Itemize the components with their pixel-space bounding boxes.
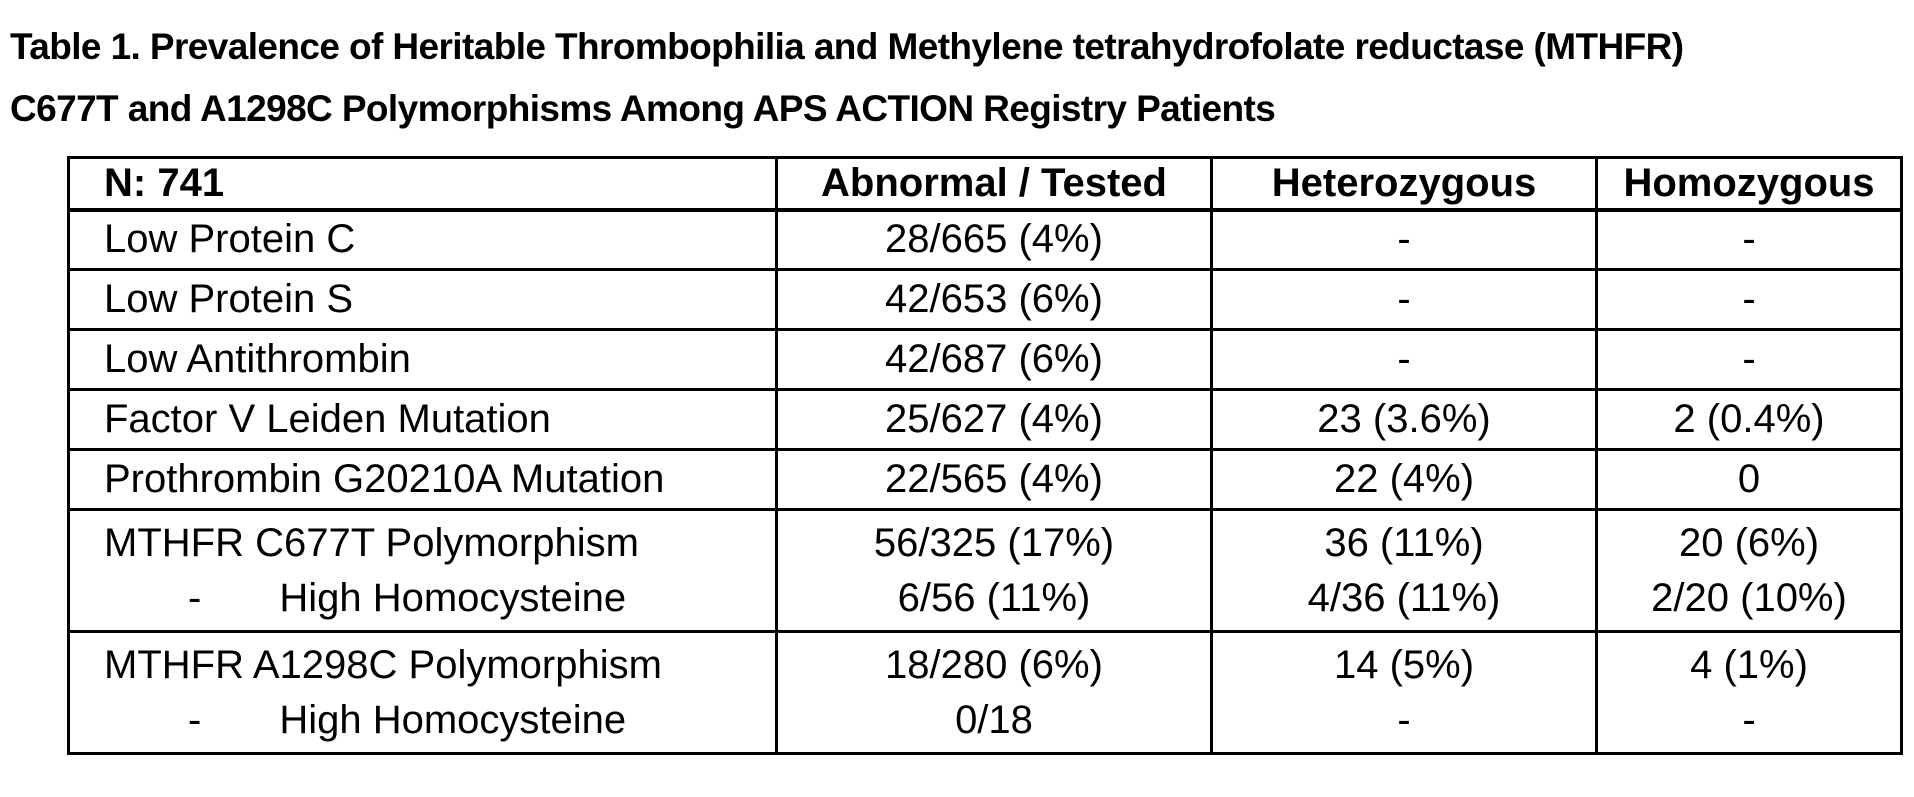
cell-heterozygous: 36 (11%) 4/36 (11%)	[1210, 508, 1598, 633]
cell-homozygous: 0	[1595, 448, 1903, 511]
table-caption-line2: C677T and A1298C Polymorphisms Among APS…	[10, 88, 1276, 129]
cell-condition: Low Protein S	[67, 268, 778, 331]
cell-heterozygous: 23 (3.6%)	[1210, 388, 1598, 451]
header-n-total: N: 741	[67, 156, 778, 212]
table-header-row: N: 741 Abnormal / Tested Heterozygous Ho…	[67, 156, 1903, 212]
header-abnormal-tested: Abnormal / Tested	[775, 156, 1213, 212]
subrow-label-text: High Homocysteine	[279, 575, 627, 620]
heterozygous-main-value: 14 (5%)	[1333, 643, 1475, 688]
cell-homozygous: 4 (1%) -	[1595, 630, 1903, 755]
cell-condition: Prothrombin G20210A Mutation	[67, 448, 778, 511]
condition-main-label: MTHFR A1298C Polymorphism	[104, 643, 662, 688]
header-homozygous: Homozygous	[1595, 156, 1903, 212]
homozygous-sub-value: -	[1742, 697, 1756, 742]
heterozygous-sub-value: 4/36 (11%)	[1307, 575, 1501, 620]
homozygous-main-value: 4 (1%)	[1690, 643, 1808, 688]
subrow-dash-bullet: -	[188, 697, 202, 742]
homozygous-sub-value: 2/20 (10%)	[1651, 575, 1847, 620]
table-caption-line1: Table 1. Prevalence of Heritable Thrombo…	[10, 26, 1684, 67]
table-row: Factor V Leiden Mutation 25/627 (4%) 23 …	[67, 388, 1903, 451]
cell-homozygous: -	[1595, 268, 1903, 331]
heterozygous-main-value: 36 (11%)	[1324, 521, 1484, 566]
abnormal-tested-sub-value: 0/18	[955, 697, 1033, 742]
cell-abnormal-tested: 22/565 (4%)	[775, 448, 1213, 511]
cell-heterozygous: 14 (5%) -	[1210, 630, 1598, 755]
abnormal-tested-main-value: 56/325 (17%)	[873, 521, 1115, 566]
table-row-with-subrow: MTHFR C677T Polymorphism - High Homocyste…	[67, 508, 1903, 633]
abnormal-tested-sub-value: 6/56 (11%)	[897, 575, 1091, 620]
cell-homozygous: -	[1595, 208, 1903, 271]
cell-abnormal-tested: 25/627 (4%)	[775, 388, 1213, 451]
cell-abnormal-tested: 56/325 (17%) 6/56 (11%)	[775, 508, 1213, 633]
subrow-label-text: High Homocysteine	[279, 697, 627, 742]
cell-condition: MTHFR C677T Polymorphism - High Homocyste…	[67, 508, 778, 633]
cell-homozygous: 20 (6%) 2/20 (10%)	[1595, 508, 1903, 633]
cell-homozygous: -	[1595, 328, 1903, 391]
table-row: Low Protein S 42/653 (6%) - -	[67, 268, 1903, 331]
cell-condition: Factor V Leiden Mutation	[67, 388, 778, 451]
condition-sub-label: - High Homocysteine	[72, 574, 774, 622]
header-heterozygous: Heterozygous	[1210, 156, 1598, 212]
table-row-with-subrow: MTHFR A1298C Polymorphism - High Homocyst…	[67, 630, 1903, 755]
cell-heterozygous: -	[1210, 328, 1598, 391]
cell-heterozygous: 22 (4%)	[1210, 448, 1598, 511]
table-row: Prothrombin G20210A Mutation 22/565 (4%)…	[67, 448, 1903, 511]
heterozygous-sub-value: -	[1397, 697, 1411, 742]
cell-abnormal-tested: 28/665 (4%)	[775, 208, 1213, 271]
table-caption: Table 1. Prevalence of Heritable Thrombo…	[10, 16, 1684, 140]
table-row: Low Protein C 28/665 (4%) - -	[67, 208, 1903, 271]
cell-condition: Low Protein C	[67, 208, 778, 271]
cell-abnormal-tested: 18/280 (6%) 0/18	[775, 630, 1213, 755]
abnormal-tested-main-value: 18/280 (6%)	[885, 643, 1103, 688]
cell-condition: MTHFR A1298C Polymorphism - High Homocyst…	[67, 630, 778, 755]
homozygous-main-value: 20 (6%)	[1678, 521, 1820, 566]
subrow-dash-bullet: -	[188, 575, 202, 620]
cell-homozygous: 2 (0.4%)	[1595, 388, 1903, 451]
cell-heterozygous: -	[1210, 268, 1598, 331]
cell-heterozygous: -	[1210, 208, 1598, 271]
cell-abnormal-tested: 42/653 (6%)	[775, 268, 1213, 331]
prevalence-table: N: 741 Abnormal / Tested Heterozygous Ho…	[67, 156, 1903, 755]
table-row: Low Antithrombin 42/687 (6%) - -	[67, 328, 1903, 391]
cell-abnormal-tested: 42/687 (6%)	[775, 328, 1213, 391]
condition-sub-label: - High Homocysteine	[72, 696, 774, 744]
condition-main-label: MTHFR C677T Polymorphism	[104, 521, 639, 566]
cell-condition: Low Antithrombin	[67, 328, 778, 391]
